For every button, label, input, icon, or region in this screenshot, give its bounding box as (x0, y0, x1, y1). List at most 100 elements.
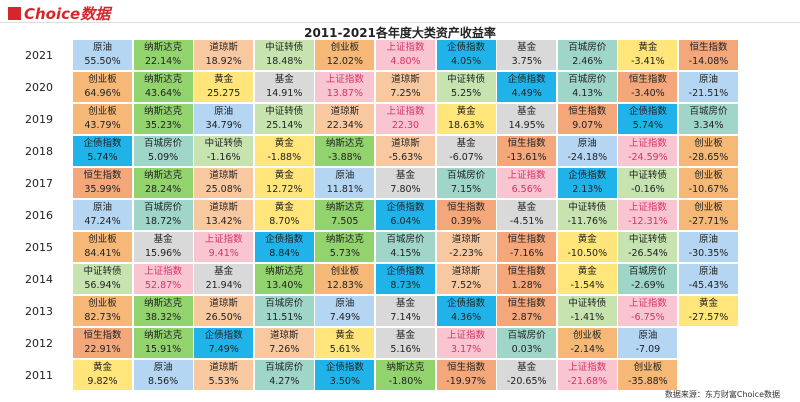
asset-cell: 百城房价 4.27% (254, 360, 314, 390)
asset-name: 恒生指数 (83, 330, 122, 341)
asset-name: 纳斯达克 (325, 202, 364, 213)
asset-return: -19.97% (446, 376, 486, 387)
asset-name: 基金 (395, 170, 415, 181)
asset-name: 创业板 (573, 330, 602, 341)
asset-return: 64.96% (84, 88, 121, 99)
asset-cell: 百城房价 2.46% (557, 40, 617, 70)
asset-cell: 原油 -7.09 (618, 328, 678, 358)
asset-name: 百城房价 (689, 106, 728, 117)
asset-return: -26.54% (628, 248, 668, 259)
asset-cell: 道琼斯 7.25% (376, 72, 435, 102)
asset-name: 上证指数 (628, 202, 667, 213)
asset-name: 企债指数 (204, 330, 243, 341)
asset-name: 百城房价 (568, 42, 607, 53)
asset-cell: 道琼斯 25.08% (194, 168, 254, 198)
asset-return: 38.32% (144, 312, 182, 323)
asset-cell: 企债指数 4.49% (497, 72, 557, 102)
asset-name: 恒生指数 (689, 42, 728, 53)
asset-return: 22.14% (144, 56, 182, 67)
asset-name: 企债指数 (507, 74, 546, 85)
asset-name: 创业板 (694, 202, 723, 213)
asset-return: 12.02% (326, 56, 363, 67)
asset-return: 4.80% (390, 56, 421, 67)
asset-name: 企债指数 (386, 202, 425, 213)
asset-name: 创业板 (88, 234, 117, 245)
asset-name: 中证转债 (265, 42, 304, 53)
asset-name: 原油 (214, 106, 234, 117)
asset-cell: 原油 55.50% (73, 40, 132, 70)
asset-cell: 中证转债 -11.76% (557, 200, 617, 230)
year-label: 2017 (25, 177, 53, 190)
asset-cell: 黄金 -10.50% (557, 232, 617, 262)
asset-return: 28.24% (144, 184, 182, 195)
asset-return: 2.87% (511, 312, 542, 323)
asset-name: 基金 (517, 362, 537, 373)
asset-return: 25.08% (205, 184, 242, 195)
asset-name: 创业板 (633, 362, 663, 373)
asset-cell: 百城房价 4.15% (376, 232, 435, 262)
asset-name: 百城房价 (144, 138, 183, 149)
asset-cell: 企债指数 4.05% (436, 40, 496, 70)
asset-cell: 百城房价 18.72% (133, 200, 193, 230)
asset-name: 原油 (698, 234, 718, 245)
asset-cell: 恒生指数 -14.08% (679, 40, 738, 70)
asset-name: 原油 (153, 362, 173, 373)
asset-name: 纳斯达克 (386, 362, 425, 373)
asset-cell: 百城房价 5.09% (133, 136, 193, 166)
asset-cell: 原油 -30.35% (679, 232, 738, 262)
asset-cell: 恒生指数 2.87% (497, 296, 557, 326)
table-row: 2021 原油 55.50% 纳斯达克 22.14% 道琼斯 18.92% 中证转债 18.48… (0, 40, 800, 71)
asset-name: 中证转债 (83, 266, 122, 277)
asset-name: 恒生指数 (568, 106, 607, 117)
asset-name: 恒生指数 (447, 362, 486, 373)
asset-name: 道琼斯 (209, 170, 238, 181)
asset-return: -27.71% (688, 216, 729, 227)
asset-return: 2.13% (572, 184, 603, 195)
asset-cell: 创业板 82.73% (73, 296, 132, 326)
asset-cell: 黄金 18.63% (436, 104, 496, 134)
asset-return: 5.09% (148, 152, 179, 163)
asset-return: 7.14% (390, 312, 421, 323)
asset-name: 企债指数 (265, 234, 304, 245)
asset-cell: 原油 -45.43% (679, 264, 738, 294)
asset-name: 恒生指数 (628, 74, 667, 85)
asset-cell: 企债指数 5.74% (618, 104, 678, 134)
asset-name: 道琼斯 (451, 266, 481, 277)
asset-return: 18.72% (144, 216, 182, 227)
asset-cell: 纳斯达克 22.14% (133, 40, 193, 70)
asset-cell: 创业板 -10.67% (679, 168, 738, 198)
asset-name: 百城房价 (568, 74, 607, 85)
asset-name: 创业板 (88, 298, 117, 309)
asset-name: 道琼斯 (391, 138, 420, 149)
asset-name: 基金 (395, 330, 415, 341)
asset-return: -3.40% (631, 88, 665, 99)
asset-name: 中证转债 (628, 234, 667, 245)
asset-return: 18.63% (447, 120, 485, 131)
year-label: 2012 (25, 337, 53, 350)
source-note: 数据来源：东方财富Choice数据 (664, 390, 780, 399)
asset-cell: 企债指数 7.49% (194, 328, 254, 358)
asset-cell: 基金 -20.65% (497, 360, 557, 390)
asset-name: 原油 (577, 138, 597, 149)
table-row: 2015 创业板 84.41% 基金 15.96% 上证指数 9.41% 企债指数 8.84% 纳… (0, 232, 800, 263)
asset-name: 上证指数 (325, 74, 364, 85)
asset-return: 9.41% (208, 248, 239, 259)
asset-return: 3.17% (451, 344, 482, 355)
asset-cell: 上证指数 22.30 (376, 104, 435, 134)
asset-return: 0.03% (511, 344, 542, 355)
asset-return: 35.23% (144, 120, 182, 131)
asset-name: 黄金 (638, 42, 658, 53)
asset-cell: 中证转债 -26.54% (618, 232, 678, 262)
asset-name: 百城房价 (507, 330, 546, 341)
asset-name: 百城房价 (265, 362, 304, 373)
year-label: 2018 (25, 145, 53, 158)
asset-return: 8.84% (269, 248, 300, 259)
asset-return: 34.79% (205, 120, 242, 131)
asset-cell: 创业板 84.41% (73, 232, 132, 262)
asset-return: 7.52% (451, 280, 482, 291)
asset-return: -7.09 (635, 344, 661, 355)
asset-name: 中证转债 (265, 106, 304, 117)
asset-return: -2.69% (631, 280, 665, 291)
asset-cell: 中证转债 18.48% (254, 40, 314, 70)
asset-return: 22.34% (326, 120, 363, 131)
